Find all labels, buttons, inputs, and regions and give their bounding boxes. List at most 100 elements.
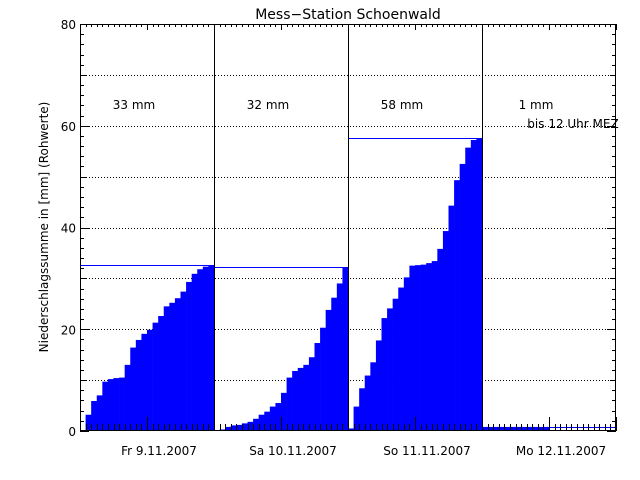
- bar-hour: [303, 364, 310, 431]
- bar-hour: [526, 426, 533, 431]
- bar-hour: [437, 248, 444, 431]
- bar-hour: [269, 406, 276, 431]
- bar-hour: [275, 403, 282, 431]
- bar-hour: [158, 316, 165, 431]
- day-labels: Fr 9.11.2007 Sa 10.11.2007 So 11.11.2007 Mo…: [121, 444, 606, 458]
- bar-hour: [454, 180, 460, 431]
- bar-hour: [415, 265, 421, 431]
- bar-hour: [264, 411, 271, 431]
- bars: [85, 138, 550, 431]
- bar-hour: [85, 414, 92, 431]
- day-label: Mo 12.11.2007: [516, 444, 606, 458]
- bar-hour: [297, 367, 304, 431]
- y-tick-label: 80: [61, 18, 76, 32]
- y-axis-label: Niederschlagssumme in [mm] (Rohwerte): [37, 102, 51, 353]
- bar-hour: [521, 426, 527, 431]
- bar-hour: [197, 269, 204, 431]
- bar-hour: [141, 333, 148, 431]
- y-tick-label: 60: [61, 120, 76, 134]
- y-tick-label: 40: [61, 222, 76, 236]
- bar-hour: [147, 329, 153, 431]
- bar-hour: [370, 362, 377, 431]
- bar-hour: [442, 231, 449, 431]
- bar-hour: [91, 400, 98, 431]
- bar-hour: [509, 426, 516, 431]
- bar-hour: [470, 139, 477, 431]
- day-total-labels: 33 mm 32 mm 58 mm 1 mm bis 12 Uhr MEZ: [113, 98, 619, 131]
- day-total-label: 1 mm: [519, 98, 554, 112]
- bar-hour: [543, 426, 550, 431]
- bar-hour: [392, 298, 399, 431]
- day-label: Fr 9.11.2007: [121, 444, 197, 458]
- bar-hour: [135, 339, 142, 431]
- bar-hour: [119, 377, 125, 431]
- bar-hour: [152, 322, 159, 431]
- bar-hour: [504, 426, 511, 431]
- bar-hour: [236, 424, 243, 431]
- bar-hour: [124, 364, 131, 431]
- y-tick-label: 0: [68, 425, 76, 439]
- bar-hour: [281, 392, 287, 431]
- bar-hour: [465, 147, 472, 431]
- bar-hour: [314, 342, 321, 431]
- bar-hour: [230, 425, 237, 431]
- chart-title: Mess−Station Schoenwald: [255, 7, 441, 23]
- total-lines: [80, 138, 616, 428]
- bar-hour: [482, 426, 488, 431]
- bar-hour: [476, 138, 483, 431]
- axes: [80, 24, 617, 432]
- bar-hour: [487, 426, 494, 431]
- bar-hour: [515, 426, 522, 431]
- bar-hour: [537, 426, 544, 431]
- bar-hour: [448, 205, 455, 431]
- bar-hour: [420, 264, 427, 431]
- bar-hour: [375, 340, 382, 431]
- bar-hour: [320, 327, 326, 431]
- bar-hour: [431, 261, 438, 431]
- day-total-label: 32 mm: [247, 98, 289, 112]
- bar-hour: [247, 421, 254, 431]
- bar-hour: [180, 291, 187, 431]
- bar-hour: [398, 287, 405, 431]
- bar-hour: [426, 263, 433, 431]
- bar-hour: [348, 428, 354, 431]
- bar-hour: [364, 375, 371, 431]
- bar-hour: [342, 267, 349, 431]
- bar-hour: [191, 273, 198, 431]
- bar-hour: [163, 306, 170, 431]
- bar-hour: [493, 426, 500, 431]
- bar-hour: [241, 423, 248, 431]
- bar-hour: [258, 414, 265, 431]
- bar-hour: [130, 347, 137, 431]
- bar-hour: [359, 388, 366, 431]
- day-label: So 11.11.2007: [383, 444, 470, 458]
- day-label: Sa 10.11.2007: [249, 444, 337, 458]
- y-tick-labels: 0 20 40 60 80: [61, 18, 76, 439]
- bar-hour: [286, 377, 293, 431]
- y-tick-label: 20: [61, 323, 76, 337]
- bar-hour: [113, 378, 120, 431]
- bar-hour: [225, 426, 232, 431]
- bar-hour: [169, 302, 176, 431]
- bar-hour: [387, 308, 393, 431]
- bar-hour: [253, 418, 259, 431]
- bar-hour: [353, 406, 360, 431]
- bar-hour: [96, 395, 103, 431]
- bar-hour: [409, 265, 416, 431]
- bar-hour: [532, 426, 539, 431]
- day-total-label: 58 mm: [381, 98, 423, 112]
- bar-hour: [381, 318, 388, 431]
- bar-hour: [202, 266, 209, 431]
- bar-hour: [325, 309, 332, 431]
- bar-hour: [336, 283, 343, 431]
- bar-hour: [102, 381, 109, 431]
- bar-hour: [498, 426, 505, 431]
- bar-hour: [208, 265, 215, 431]
- bar-hour: [459, 163, 466, 431]
- bar-hour: [107, 379, 114, 431]
- bar-hour: [331, 297, 338, 431]
- bar-hour: [292, 370, 299, 431]
- bar-hour: [403, 277, 410, 431]
